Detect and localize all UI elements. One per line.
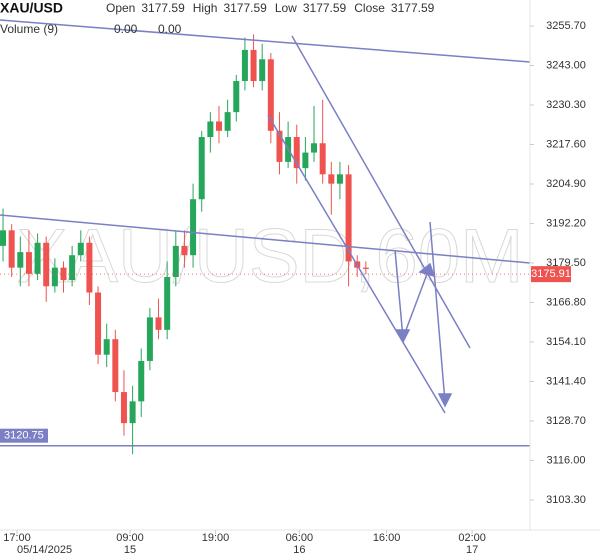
drawings [0, 19, 531, 414]
y-tick-label: 3141.40 [546, 375, 586, 387]
candle-body [43, 242, 50, 287]
header-value: 3177.59 [391, 1, 435, 15]
y-tick-label: 3192.20 [546, 217, 586, 229]
candle-body [146, 317, 153, 361]
candle-body [250, 49, 257, 82]
y-tick-label: 3103.30 [546, 494, 586, 506]
header-label: Close [354, 1, 385, 15]
x-tick-label: 09:00 [116, 532, 144, 544]
volume-value: 0.00 [158, 22, 182, 36]
date-tick-label: 16 [293, 544, 305, 556]
y-tick-label: 3128.70 [546, 415, 586, 427]
x-tick-label: 17:00 [3, 532, 31, 544]
header-value: 3177.59 [303, 1, 347, 15]
channel-line [291, 35, 471, 349]
candle-body [267, 59, 274, 131]
candle-body [51, 267, 58, 287]
channel-line [267, 114, 446, 414]
arrow-head [437, 393, 453, 408]
candle-body [164, 276, 171, 330]
level-tag [0, 428, 48, 443]
y-tick-label: 3204.90 [546, 178, 586, 190]
candle-body [336, 174, 343, 184]
x-tick-label: 02:00 [458, 532, 486, 544]
candle-body [215, 121, 222, 131]
candle-body [345, 174, 352, 262]
candle-body [120, 392, 127, 424]
date-tick-label: 17 [466, 544, 478, 556]
candle-body [129, 401, 136, 424]
date-tick-label: 15 [124, 544, 136, 556]
candle-body [311, 143, 318, 153]
y-tick-label: 3255.70 [546, 20, 586, 32]
candle-body [86, 242, 93, 293]
candle-body [25, 252, 32, 274]
y-tick-label: 3154.10 [546, 336, 586, 348]
candle-body [293, 137, 300, 169]
candle-body [0, 230, 7, 246]
symbol-title: XAU/USD [0, 0, 63, 16]
candle-body [233, 81, 240, 113]
y-tick-label: 3243.00 [546, 59, 586, 71]
plot: XAU/USD,60M [0, 34, 530, 455]
candle-body [138, 360, 145, 402]
header-label: Open [106, 1, 135, 15]
candle-body [207, 121, 214, 138]
candle-body [95, 292, 102, 355]
candle-body [362, 267, 369, 269]
candle-body [155, 317, 162, 330]
last-price-tag [531, 266, 571, 283]
candle-body [172, 245, 179, 277]
candle-body [190, 199, 197, 256]
candle-body [60, 267, 67, 281]
watermark: XAU/USD,60M [17, 214, 524, 299]
x-tick-label: 16:00 [373, 532, 401, 544]
candle-body [259, 59, 266, 82]
trend-line [0, 214, 531, 264]
header-label: Low [275, 1, 297, 15]
header-value: 3177.59 [223, 1, 267, 15]
candle-body [319, 143, 326, 175]
y-tick-label: 3179.50 [546, 257, 586, 269]
candle-body [241, 49, 248, 82]
x-tick-label: 19:00 [202, 532, 230, 544]
candle-body [198, 137, 205, 200]
header-value: 3177.59 [141, 1, 185, 15]
header-label: High [193, 1, 218, 15]
y-tick-label: 3230.30 [546, 99, 586, 111]
candle-body [103, 339, 110, 355]
volume-value: 0.00 [114, 22, 138, 36]
candle-body [276, 130, 283, 162]
candle-body [224, 112, 231, 131]
candle-body [69, 255, 76, 281]
candle-body [181, 245, 188, 256]
y-tick-label: 3166.80 [546, 296, 586, 308]
volume-label: Volume (9) [0, 22, 58, 36]
arrow-head [395, 329, 411, 344]
level-label: 3120.75 [4, 430, 44, 442]
date-tick-label: 05/14/2025 [17, 544, 72, 556]
candle-body [34, 242, 41, 274]
candle-body [328, 174, 335, 184]
trend-line [0, 19, 531, 63]
candle-body [302, 152, 309, 169]
projection-arrow [429, 221, 446, 403]
candle-body [112, 339, 119, 393]
candle-body [17, 252, 24, 268]
y-tick-label: 3116.00 [547, 454, 586, 466]
y-tick-label: 3217.60 [546, 138, 586, 150]
candle-body [8, 230, 15, 268]
candle-body [77, 242, 84, 256]
x-tick-label: 06:00 [286, 532, 314, 544]
last-price-label: 3175.91 [531, 268, 571, 280]
arrow-head [418, 262, 436, 278]
